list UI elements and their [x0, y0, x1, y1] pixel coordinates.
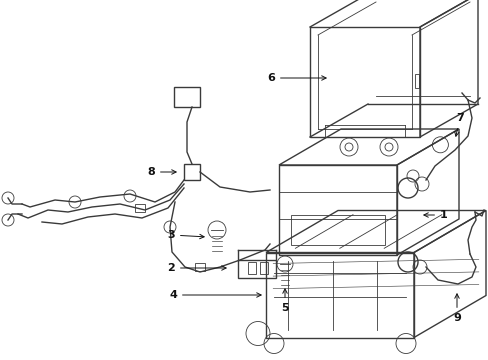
Bar [247, 262, 256, 274]
Bar [135, 204, 145, 212]
Text: 1: 1 [423, 210, 447, 220]
Text: 7: 7 [454, 113, 463, 136]
Text: 5: 5 [281, 289, 288, 313]
Bar [238, 260, 275, 278]
Text: 8: 8 [147, 167, 176, 177]
Text: 3: 3 [167, 230, 203, 240]
Text: 6: 6 [266, 73, 325, 83]
Bar [183, 164, 200, 180]
Bar [174, 87, 200, 107]
Bar [414, 74, 418, 88]
Bar [290, 215, 384, 245]
Text: 9: 9 [452, 294, 460, 323]
Text: 4: 4 [169, 290, 261, 300]
Bar [260, 262, 267, 274]
Bar [195, 263, 204, 271]
Text: 2: 2 [167, 263, 225, 273]
